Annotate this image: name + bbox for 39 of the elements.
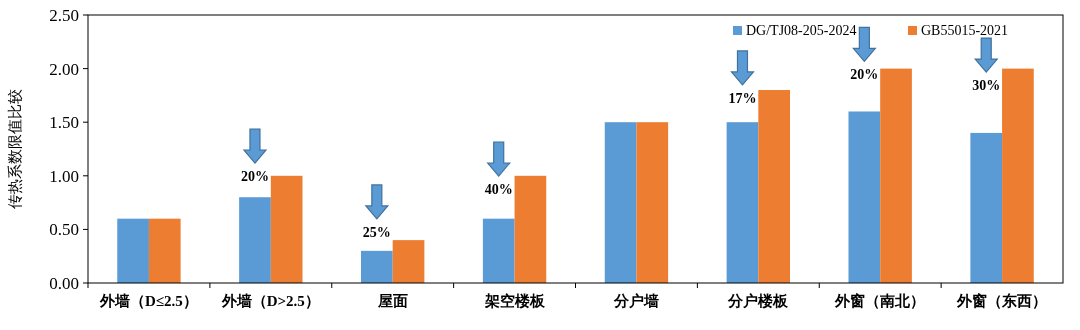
y-tick-label: 2.50 (49, 6, 79, 25)
bar (880, 68, 912, 283)
bar (970, 132, 1003, 283)
annotation: 17% (728, 90, 757, 106)
bar (848, 111, 881, 283)
x-tick-label: 外墙（D>2.5） (220, 293, 320, 309)
annotation: 20% (240, 169, 269, 185)
legend-label: DG/TJ08-205-2024 (746, 23, 857, 38)
y-tick-label: 1.50 (49, 113, 79, 133)
bar (726, 122, 759, 283)
bar (117, 218, 149, 283)
annotation: 30% (972, 78, 1001, 94)
annotation: 40% (484, 182, 513, 198)
bar (636, 122, 669, 283)
y-tick-label: 0.50 (49, 220, 79, 240)
y-axis-title: 传热系数限值比较 (7, 89, 23, 209)
bar (514, 175, 547, 283)
bar (392, 240, 425, 283)
bar (604, 122, 637, 283)
annotation: 25% (362, 224, 391, 240)
bar (239, 197, 271, 283)
bar (148, 218, 181, 283)
x-tick-label: 外窗（南北） (834, 292, 926, 309)
bar (270, 175, 303, 283)
bar (482, 218, 515, 283)
y-tick-label: 1.00 (49, 166, 79, 186)
y-tick-label: 0.00 (49, 274, 79, 293)
x-tick-label: 分户楼板 (727, 292, 790, 309)
annotation: 20% (850, 67, 879, 83)
x-tick-label: 屋面 (376, 293, 408, 309)
bar (758, 90, 790, 283)
y-tick-label: 2.00 (49, 59, 79, 79)
x-tick-label: 外窗（东西） (956, 292, 1048, 309)
legend-label: GB55015-2021 (921, 23, 1009, 38)
x-tick-label: 分户墙 (612, 292, 659, 309)
bar (361, 250, 393, 283)
x-tick-label: 外墙（D≤2.5） (99, 293, 198, 309)
x-tick-label: 架空楼板 (483, 292, 546, 309)
bar (1002, 68, 1034, 283)
